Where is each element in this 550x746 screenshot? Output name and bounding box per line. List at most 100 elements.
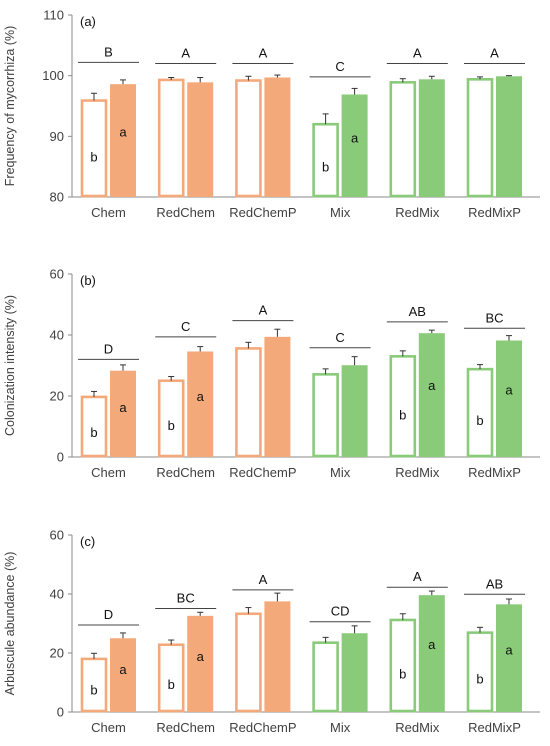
group-letter: AB — [409, 304, 426, 319]
bar-hollow — [235, 79, 262, 198]
y-tick-label: 20 — [50, 646, 64, 661]
bar-letter: a — [119, 125, 127, 140]
bar-letter: a — [505, 643, 513, 658]
group-letter: A — [413, 46, 422, 61]
bar-letter: b — [168, 677, 175, 692]
bar-hollow — [466, 367, 494, 458]
category-label: RedChem — [156, 465, 215, 480]
bar-letter: b — [476, 413, 483, 428]
bar-letter: a — [119, 662, 127, 677]
group-letter: A — [181, 46, 190, 61]
category-label: Mix — [330, 205, 351, 220]
y-tick-label: 40 — [50, 328, 64, 343]
y-tick-label: 100 — [42, 68, 64, 83]
bar-filled — [496, 340, 522, 457]
y-tick-label: 60 — [50, 528, 64, 543]
bar-filled — [110, 84, 136, 197]
bar-filled — [187, 615, 214, 712]
bar-filled — [418, 79, 445, 197]
group-letter: BC — [177, 590, 195, 605]
bar-filled — [418, 595, 445, 712]
bar-letter: b — [399, 408, 406, 423]
group-letter: A — [259, 303, 268, 318]
bar-letter: a — [351, 131, 359, 146]
bar-filled — [264, 77, 291, 197]
group-letter: CD — [331, 604, 350, 619]
bar-letter: a — [505, 382, 513, 397]
bar-filled — [496, 604, 522, 712]
category-label: Mix — [330, 465, 351, 480]
category-label: RedChemP — [229, 465, 296, 480]
bar-filled — [110, 370, 136, 457]
group-letter: C — [335, 59, 344, 74]
category-label: Mix — [330, 720, 351, 735]
panel-label: (a) — [80, 14, 96, 29]
category-label: RedChem — [156, 205, 215, 220]
bar-letter: b — [399, 666, 406, 681]
bar-letter: b — [322, 159, 329, 174]
y-tick-label: 0 — [57, 450, 64, 465]
y-tick-label: 80 — [50, 190, 64, 205]
bar-hollow — [389, 355, 417, 458]
bar-letter: b — [476, 672, 483, 687]
bar-filled — [187, 351, 214, 457]
bar-letter: a — [428, 378, 436, 393]
bar-letter: a — [197, 389, 205, 404]
bar-letter: b — [168, 418, 175, 433]
bar-hollow — [312, 373, 339, 458]
category-label: RedMix — [395, 205, 440, 220]
bar-filled — [341, 94, 368, 197]
bar-hollow — [157, 78, 185, 198]
bar-letter: a — [197, 649, 205, 664]
group-letter: BC — [485, 310, 503, 325]
group-letter: A — [259, 46, 268, 61]
y-tick-label: 20 — [50, 389, 64, 404]
bar-letter: b — [90, 149, 97, 164]
bar-filled — [496, 76, 522, 197]
category-label: RedMix — [395, 465, 440, 480]
category-label: Chem — [91, 720, 126, 735]
y-tick-label: 40 — [50, 587, 64, 602]
category-label: RedMix — [395, 720, 440, 735]
group-letter: AB — [486, 576, 503, 591]
bar-letter: a — [119, 400, 127, 415]
bar-hollow — [80, 99, 108, 198]
category-label: RedMixP — [468, 465, 521, 480]
category-label: Chem — [91, 465, 126, 480]
bar-filled — [341, 365, 368, 457]
group-letter: D — [104, 607, 113, 622]
bar-filled — [187, 82, 214, 197]
group-letter: B — [104, 44, 113, 59]
group-letter: D — [104, 341, 113, 356]
bar-filled — [110, 638, 136, 712]
y-tick-label: 0 — [57, 705, 64, 720]
y-axis-title: Frequency of mycorrhiza (%) — [3, 26, 17, 186]
group-letter: C — [335, 330, 344, 345]
bar-letter: a — [428, 637, 436, 652]
bar-filled — [341, 633, 368, 712]
category-label: Chem — [91, 205, 126, 220]
bar-hollow — [389, 81, 417, 198]
group-letter: A — [413, 569, 422, 584]
bar-hollow — [80, 395, 108, 458]
group-letter: C — [181, 319, 190, 334]
bar-hollow — [235, 347, 262, 458]
panel-label: (c) — [80, 534, 95, 549]
bar-hollow — [312, 641, 339, 713]
category-label: RedChemP — [229, 720, 296, 735]
bar-filled — [264, 601, 291, 712]
y-tick-label: 60 — [50, 267, 64, 282]
y-axis-title: Arbuscule abundance (%) — [3, 552, 17, 696]
category-label: RedChem — [156, 720, 215, 735]
bar-letter: b — [90, 425, 97, 440]
y-tick-label: 110 — [43, 8, 64, 23]
category-label: RedChemP — [229, 205, 296, 220]
y-axis-title: Colonization intensity (%) — [3, 295, 17, 436]
bar-filled — [264, 336, 291, 457]
group-letter: A — [490, 46, 499, 61]
category-label: RedMixP — [468, 720, 521, 735]
y-tick-label: 90 — [50, 129, 64, 144]
panel-label: (b) — [80, 273, 96, 288]
bar-filled — [418, 333, 445, 457]
